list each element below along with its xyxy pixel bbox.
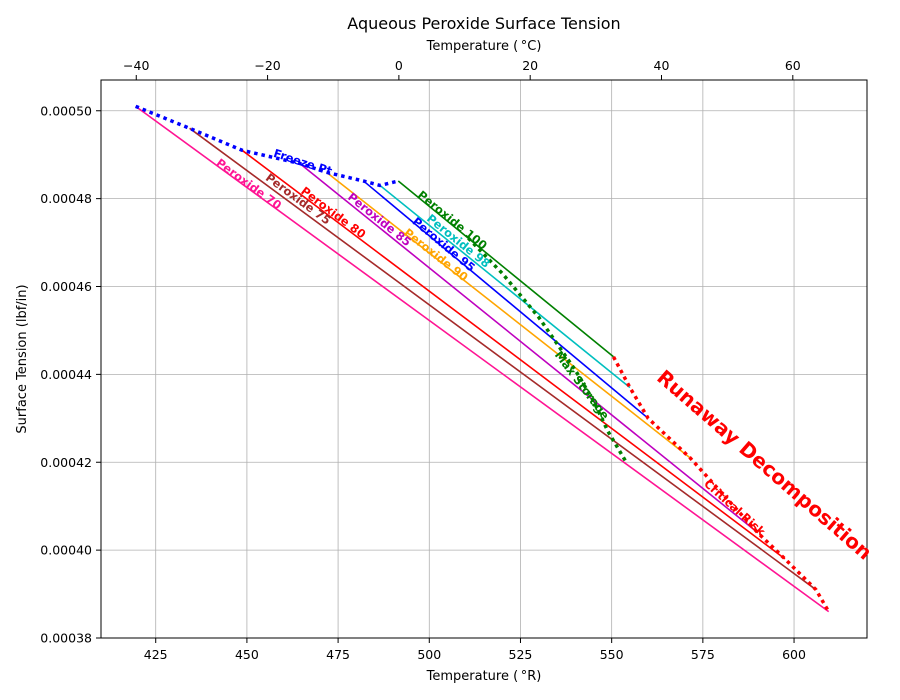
series-line-peroxide-90	[325, 171, 691, 459]
x-tick-label: 550	[600, 647, 624, 662]
axis-layer: 425 450 475 500 525 550 575 6000.000380.000400.…	[40, 58, 806, 662]
x-tick-label: 600	[782, 647, 806, 662]
boundary-critical-risk	[611, 355, 831, 613]
y-tick-label: 0.00044	[40, 367, 92, 382]
y-tick-label: 0.00046	[40, 279, 92, 294]
series-line-peroxide-98	[379, 184, 631, 389]
series-line-peroxide-100	[397, 180, 614, 358]
series-line-peroxide-85	[299, 162, 759, 534]
x-tick-label: 425	[144, 647, 168, 662]
x-tick-label: 475	[326, 647, 350, 662]
x2-tick-label: −40	[123, 58, 149, 73]
y-tick-label: 0.00038	[40, 631, 92, 646]
x-axis-label: Temperature ( °R)	[426, 669, 542, 684]
x2-axis-label: Temperature ( °C)	[426, 39, 542, 54]
y-tick-label: 0.00050	[40, 103, 92, 118]
series-line-peroxide-80	[241, 149, 786, 560]
chart-title: Aqueous Peroxide Surface Tension	[347, 14, 620, 33]
x2-tick-label: −20	[254, 58, 280, 73]
x-tick-label: 525	[509, 647, 533, 662]
series-line-peroxide-75	[189, 127, 817, 591]
series-layer	[135, 105, 830, 613]
x-tick-label: 450	[235, 647, 259, 662]
x2-tick-label: 40	[654, 58, 670, 73]
plot-frame	[100, 79, 868, 639]
x-tick-label: 575	[691, 647, 715, 662]
y-tick-label: 0.00040	[40, 543, 92, 558]
boundary-layer	[134, 104, 831, 613]
y-axis-label: Surface Tension (lbf/in)	[15, 284, 30, 433]
series-line-peroxide-95	[363, 180, 649, 419]
y-tick-label: 0.00048	[40, 191, 92, 206]
x2-tick-label: 0	[395, 58, 403, 73]
x2-tick-label: 20	[522, 58, 538, 73]
boundary-freeze-pt	[134, 104, 399, 188]
y-tick-label: 0.00042	[40, 455, 92, 470]
x2-tick-label: 60	[785, 58, 801, 73]
x-tick-label: 500	[417, 647, 441, 662]
series-line-peroxide-70	[135, 105, 830, 613]
